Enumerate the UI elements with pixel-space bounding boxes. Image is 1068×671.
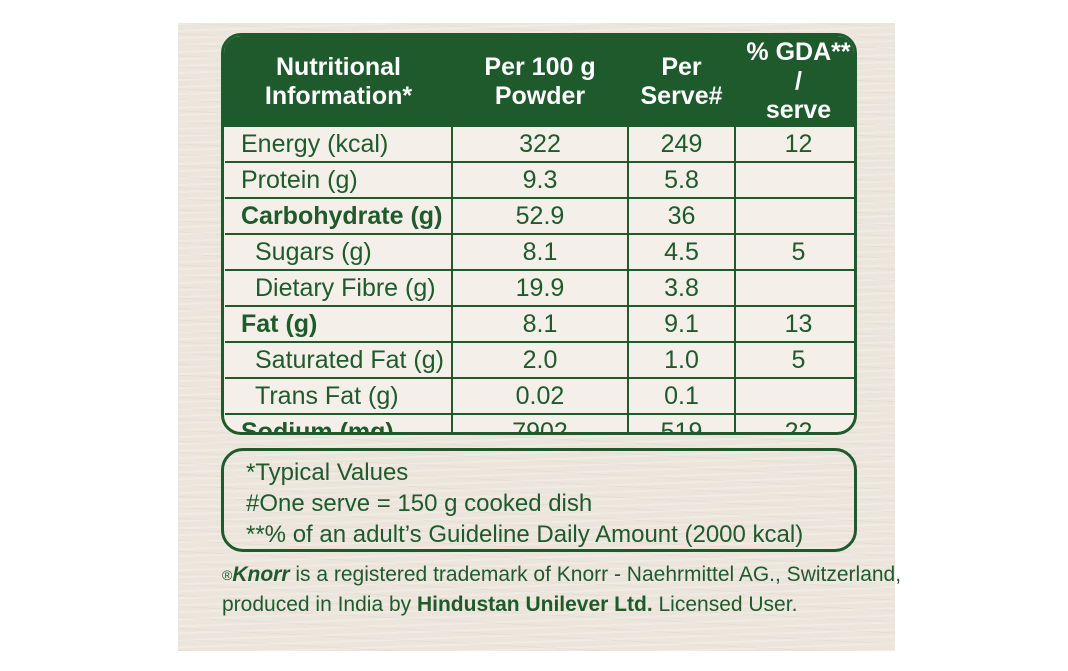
per-serve-value: 36 — [627, 197, 736, 235]
row-label: Trans Fat (g) — [225, 377, 453, 415]
row-label: Sodium (mg) — [225, 413, 453, 432]
header-line: Powder — [494, 81, 586, 110]
gda-value — [734, 269, 854, 307]
header-line: Per 100 g — [484, 52, 596, 81]
gda-value: 5 — [734, 341, 854, 379]
header-line: serve — [765, 96, 832, 124]
row-label: Fat (g) — [225, 305, 453, 343]
per-100g-value: 0.02 — [451, 377, 629, 415]
table-row: Sugars (g) 8.1 4.5 5 — [225, 233, 854, 271]
per-serve-value: 0.1 — [627, 377, 736, 415]
gda-value: 13 — [734, 305, 854, 343]
licensed-text: Licensed User. — [652, 593, 798, 616]
table-row: Protein (g) 9.3 5.8 — [225, 161, 854, 199]
per-serve-value: 519 — [627, 413, 736, 432]
header-gda: % GDA** / serve — [734, 36, 854, 127]
table-row: Trans Fat (g) 0.02 0.1 — [225, 377, 854, 415]
registered-mark: ® — [222, 567, 233, 583]
per-100g-value: 52.9 — [451, 197, 629, 235]
gda-value — [734, 197, 854, 235]
table-row: Saturated Fat (g) 2.0 1.0 5 — [225, 341, 854, 379]
per-100g-value: 322 — [451, 127, 629, 163]
nutrition-table: Nutritional Information* Per 100 g Powde… — [221, 33, 857, 435]
row-label: Protein (g) — [225, 161, 453, 199]
row-label: Dietary Fibre (g) — [225, 269, 453, 307]
footnote-serve-size: #One serve = 150 g cooked dish — [246, 490, 593, 517]
per-serve-value: 3.8 — [627, 269, 736, 307]
trademark-text: is a registered trademark of Knorr - Nae… — [289, 563, 902, 586]
per-100g-value: 8.1 — [451, 233, 629, 271]
header-line: % GDA** / — [746, 38, 851, 95]
header-per-serve: Per Serve# — [627, 36, 735, 127]
per-100g-value: 2.0 — [451, 341, 629, 379]
gda-value: 5 — [734, 233, 854, 271]
footnotes-box: *Typical Values #One serve = 150 g cooke… — [221, 448, 857, 552]
gda-value — [734, 377, 854, 415]
row-label: Saturated Fat (g) — [225, 341, 453, 379]
per-serve-value: 5.8 — [627, 161, 736, 199]
gda-value: 22 — [734, 413, 854, 432]
header-line: Information* — [264, 81, 413, 110]
per-100g-value: 7902 — [451, 413, 629, 432]
table-row: Fat (g) 8.1 9.1 13 — [225, 305, 854, 343]
table-row: Dietary Fibre (g) 19.9 3.8 — [225, 269, 854, 307]
row-label: Carbohydrate (g) — [225, 197, 453, 235]
gda-value: 12 — [734, 127, 854, 163]
row-label: Energy (kcal) — [225, 127, 453, 163]
brand-name: Knorr — [232, 563, 290, 586]
header-per-100g: Per 100 g Powder — [451, 36, 628, 127]
header-line: Serve# — [640, 81, 723, 110]
row-label: Sugars (g) — [225, 233, 453, 271]
per-serve-value: 1.0 — [627, 341, 736, 379]
table-row: Sodium (mg) 7902 519 22 — [225, 413, 854, 432]
table-row: Carbohydrate (g) 52.9 36 — [225, 197, 854, 235]
per-serve-value: 249 — [627, 127, 736, 163]
trademark-line-2: produced in India by Hindustan Unilever … — [222, 590, 882, 620]
trademark-notice: ®Knorr is a registered trademark of Knor… — [222, 560, 901, 620]
table-row: Energy (kcal) 322 249 12 — [225, 127, 854, 163]
header-nutritional-information: Nutritional Information* — [224, 36, 452, 127]
header-line: Per — [661, 52, 702, 81]
header-line: Nutritional — [276, 52, 401, 81]
footnote-gda: **% of an adult’s Guideline Daily Amount… — [246, 521, 804, 548]
footnote-typical-values: *Typical Values — [246, 459, 409, 486]
trademark-line-1: ®Knorr is a registered trademark of Knor… — [222, 560, 901, 590]
company-name: Hindustan Unilever Ltd. — [416, 593, 653, 616]
gda-value — [734, 161, 854, 199]
produced-text: produced in India by — [222, 593, 417, 616]
table-header-row: Nutritional Information* Per 100 g Powde… — [224, 36, 854, 127]
per-serve-value: 4.5 — [627, 233, 736, 271]
per-100g-value: 8.1 — [451, 305, 629, 343]
per-100g-value: 9.3 — [451, 161, 629, 199]
per-100g-value: 19.9 — [451, 269, 629, 307]
per-serve-value: 9.1 — [627, 305, 736, 343]
